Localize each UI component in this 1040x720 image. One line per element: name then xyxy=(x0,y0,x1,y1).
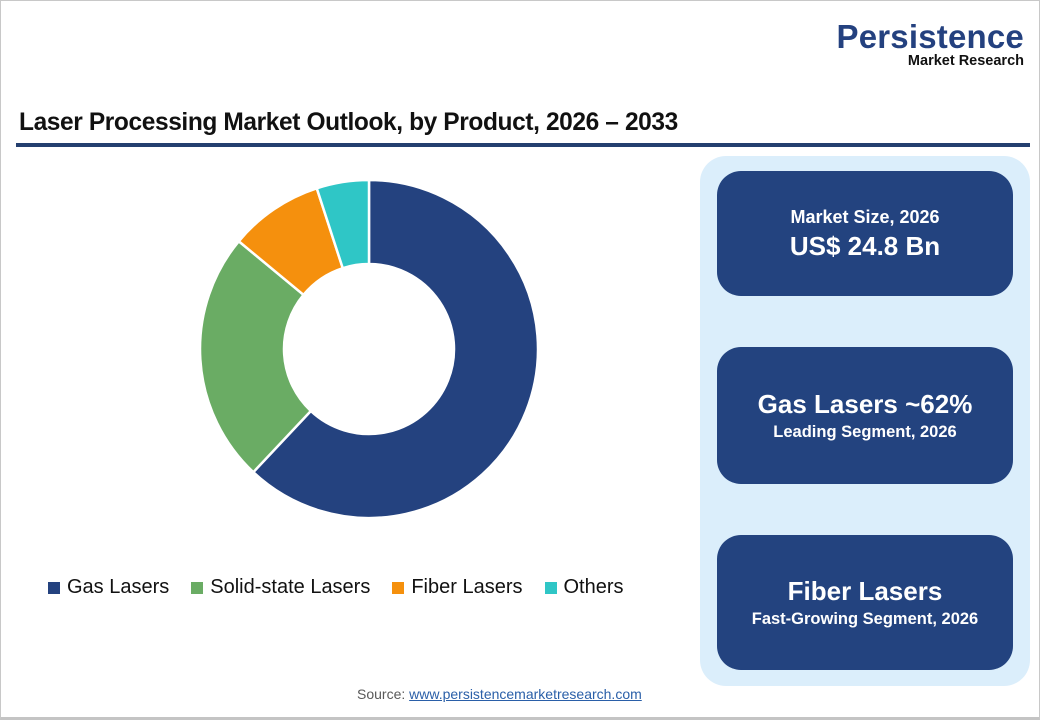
fast-growing-segment-card: Fiber Lasers Fast-Growing Segment, 2026 xyxy=(717,535,1013,670)
legend-label: Gas Lasers xyxy=(67,576,170,598)
legend-label: Solid-state Lasers xyxy=(210,576,371,598)
legend-swatch xyxy=(392,581,405,594)
legend-label: Fiber Lasers xyxy=(411,576,523,598)
leading-segment-label: Leading Segment, 2026 xyxy=(773,422,957,441)
logo-subtitle: Market Research xyxy=(907,53,1024,69)
legend-label: Others xyxy=(563,576,624,598)
legend-swatch xyxy=(544,581,557,594)
chart-legend: Gas Lasers Solid-state Lasers Fiber Lase… xyxy=(48,576,624,599)
market-size-card: Market Size, 2026 US$ 24.8 Bn xyxy=(717,171,1013,296)
persistence-logo: Persistence Market Research xyxy=(836,18,1025,70)
source-note: Source: www.persistencemarketresearch.co… xyxy=(357,686,642,702)
legend-item-fiber-lasers: Fiber Lasers xyxy=(392,576,523,599)
donut-segment-others xyxy=(315,179,371,270)
legend-swatch xyxy=(191,581,204,594)
legend-swatch xyxy=(48,581,60,594)
source-link[interactable]: www.persistencemarketresearch.com xyxy=(409,686,642,702)
donut-segment-solid-state-lasers xyxy=(199,239,313,474)
donut-segment-gas-lasers xyxy=(251,179,539,519)
market-size-value: US$ 24.8 Bn xyxy=(789,230,941,261)
logo-name: Persistence xyxy=(836,18,1024,55)
chart-title: Laser Processing Market Outlook, by Prod… xyxy=(19,108,678,136)
legend-item-others: Others xyxy=(544,576,624,599)
source-prefix: Source: xyxy=(357,686,406,702)
fast-growing-segment-label: Fast-Growing Segment, 2026 xyxy=(751,609,979,628)
leading-segment-value: Gas Lasers ~62% xyxy=(757,388,973,419)
legend-item-gas-lasers: Gas Lasers xyxy=(48,576,169,599)
leading-segment-card: Gas Lasers ~62% Leading Segment, 2026 xyxy=(717,347,1013,484)
title-divider xyxy=(16,143,1030,147)
legend-item-solid-state-lasers: Solid-state Lasers xyxy=(191,576,370,599)
fast-growing-segment-value: Fiber Lasers xyxy=(787,575,943,606)
donut-chart xyxy=(199,179,539,519)
market-size-label: Market Size, 2026 xyxy=(790,206,940,227)
